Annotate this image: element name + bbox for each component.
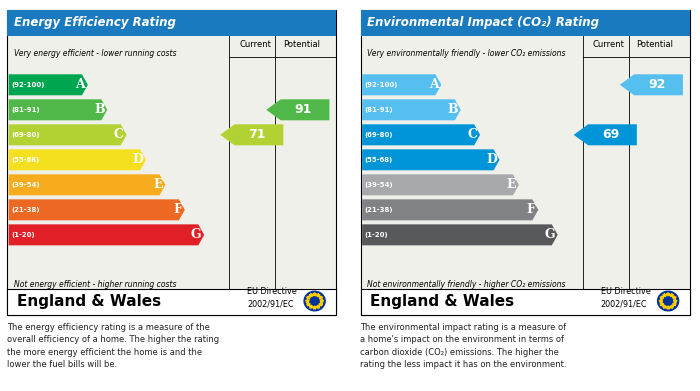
Text: D: D — [486, 153, 497, 166]
Polygon shape — [663, 294, 666, 297]
Text: Not environmentally friendly - higher CO₂ emissions: Not environmentally friendly - higher CO… — [367, 280, 566, 289]
Polygon shape — [307, 303, 310, 306]
Polygon shape — [319, 303, 323, 306]
Polygon shape — [306, 299, 309, 303]
Polygon shape — [673, 299, 677, 303]
Text: Not energy efficient - higher running costs: Not energy efficient - higher running co… — [13, 280, 176, 289]
Polygon shape — [8, 124, 127, 145]
Polygon shape — [266, 99, 330, 120]
Text: Environmental Impact (CO₂) Rating: Environmental Impact (CO₂) Rating — [367, 16, 599, 29]
Polygon shape — [8, 224, 204, 246]
Text: D: D — [132, 153, 144, 166]
Polygon shape — [316, 305, 320, 308]
Text: England & Wales: England & Wales — [370, 294, 514, 308]
Polygon shape — [660, 296, 664, 299]
Text: 69: 69 — [602, 128, 620, 141]
Polygon shape — [666, 292, 670, 296]
Polygon shape — [362, 199, 538, 221]
Text: B: B — [94, 103, 104, 116]
Text: G: G — [545, 228, 555, 241]
Polygon shape — [574, 124, 637, 145]
Polygon shape — [313, 306, 316, 309]
Text: (55-68): (55-68) — [365, 157, 393, 163]
Polygon shape — [673, 303, 676, 306]
Text: Energy Efficiency Rating: Energy Efficiency Rating — [13, 16, 176, 29]
Polygon shape — [362, 99, 461, 120]
Text: (69-80): (69-80) — [365, 132, 393, 138]
Text: (81-91): (81-91) — [11, 107, 40, 113]
Polygon shape — [666, 306, 670, 309]
Polygon shape — [362, 124, 480, 145]
Circle shape — [304, 291, 325, 311]
Text: EU Directive
2002/91/EC: EU Directive 2002/91/EC — [601, 287, 650, 309]
FancyBboxPatch shape — [7, 10, 336, 315]
Polygon shape — [670, 294, 673, 297]
Text: England & Wales: England & Wales — [17, 294, 161, 308]
Text: (55-68): (55-68) — [11, 157, 39, 163]
Text: 91: 91 — [295, 103, 312, 116]
Text: EU Directive
2002/91/EC: EU Directive 2002/91/EC — [247, 287, 297, 309]
Polygon shape — [316, 294, 320, 297]
Polygon shape — [8, 74, 88, 95]
Polygon shape — [313, 292, 316, 296]
Text: G: G — [191, 228, 202, 241]
Text: (21-38): (21-38) — [11, 207, 40, 213]
Polygon shape — [660, 303, 664, 306]
Text: (69-80): (69-80) — [11, 132, 40, 138]
Text: (92-100): (92-100) — [11, 82, 45, 88]
Text: C: C — [114, 128, 124, 141]
Polygon shape — [8, 174, 165, 196]
Polygon shape — [220, 124, 284, 145]
Text: B: B — [447, 103, 458, 116]
FancyBboxPatch shape — [7, 289, 336, 315]
Polygon shape — [620, 74, 683, 95]
Polygon shape — [8, 149, 146, 170]
Text: E: E — [507, 178, 517, 191]
Text: (39-54): (39-54) — [365, 182, 393, 188]
Text: F: F — [174, 203, 182, 216]
FancyBboxPatch shape — [360, 10, 690, 315]
Polygon shape — [362, 224, 558, 246]
Text: F: F — [527, 203, 536, 216]
FancyBboxPatch shape — [7, 10, 336, 36]
Text: (92-100): (92-100) — [365, 82, 398, 88]
Polygon shape — [659, 299, 663, 303]
Text: Very energy efficient - lower running costs: Very energy efficient - lower running co… — [13, 50, 176, 59]
Polygon shape — [309, 305, 313, 308]
Polygon shape — [8, 99, 107, 120]
Polygon shape — [362, 174, 519, 196]
Text: Potential: Potential — [283, 40, 320, 49]
Polygon shape — [319, 296, 323, 299]
Polygon shape — [663, 305, 666, 308]
Text: (81-91): (81-91) — [365, 107, 393, 113]
Text: Current: Current — [593, 40, 625, 49]
Polygon shape — [362, 149, 500, 170]
Text: Current: Current — [239, 40, 272, 49]
Text: A: A — [429, 78, 439, 91]
Text: (1-20): (1-20) — [11, 232, 35, 238]
Circle shape — [657, 291, 678, 311]
Polygon shape — [320, 299, 323, 303]
Text: (1-20): (1-20) — [365, 232, 388, 238]
Text: A: A — [76, 78, 85, 91]
Text: 71: 71 — [248, 128, 266, 141]
FancyBboxPatch shape — [360, 10, 690, 36]
Text: The environmental impact rating is a measure of
a home's impact on the environme: The environmental impact rating is a mea… — [360, 323, 567, 369]
Polygon shape — [670, 305, 673, 308]
Text: The energy efficiency rating is a measure of the
overall efficiency of a home. T: The energy efficiency rating is a measur… — [7, 323, 219, 369]
Text: E: E — [153, 178, 163, 191]
FancyBboxPatch shape — [360, 289, 690, 315]
Text: C: C — [468, 128, 477, 141]
Polygon shape — [362, 74, 441, 95]
Text: Very environmentally friendly - lower CO₂ emissions: Very environmentally friendly - lower CO… — [367, 50, 566, 59]
Polygon shape — [673, 296, 676, 299]
Polygon shape — [307, 296, 310, 299]
Text: Potential: Potential — [636, 40, 673, 49]
Polygon shape — [309, 294, 313, 297]
Text: (39-54): (39-54) — [11, 182, 40, 188]
Text: 92: 92 — [648, 78, 665, 91]
Text: (21-38): (21-38) — [365, 207, 393, 213]
Polygon shape — [8, 199, 185, 221]
